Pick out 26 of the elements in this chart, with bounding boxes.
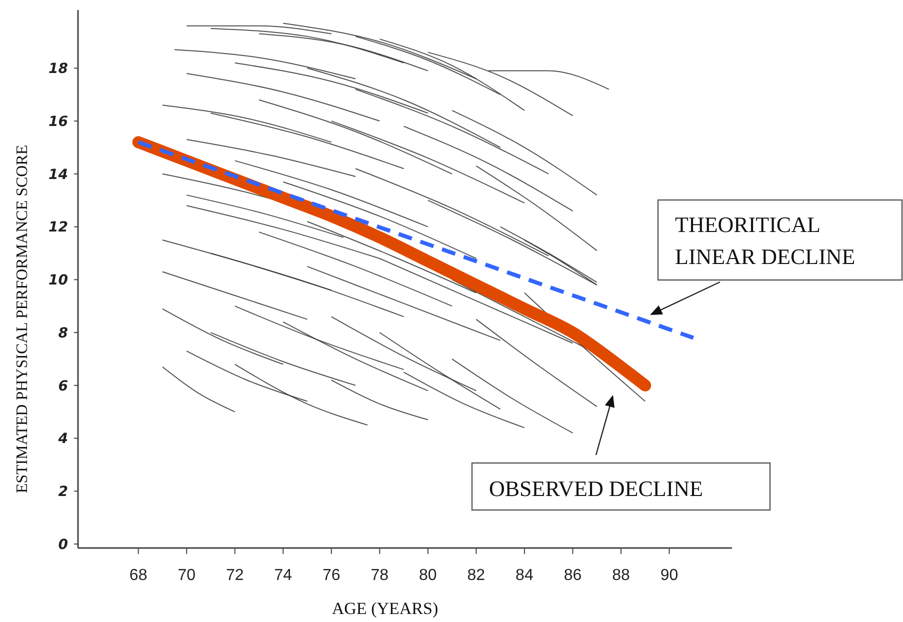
y-tick-label: 10: [48, 272, 68, 289]
y-tick-label: 16: [48, 114, 68, 130]
x-tick-label: 74: [274, 567, 292, 584]
y-tick-label: 6: [58, 378, 68, 394]
x-tick-label: 88: [612, 567, 630, 584]
y-axis-title: ESTIMATED PHYSICAL PERFORMANCE SCORE: [14, 144, 31, 494]
y-tick-label: 2: [58, 484, 68, 500]
y-tick-label: 14: [48, 166, 68, 183]
x-tick-label: 84: [516, 567, 534, 584]
y-tick-label: 18: [48, 61, 68, 78]
x-tick-label: 76: [322, 567, 340, 584]
y-tick-label: 8: [58, 325, 68, 342]
y-tick-label: 0: [58, 536, 68, 553]
x-axis-title: AGE (YEARS): [332, 599, 438, 618]
x-tick-label: 82: [467, 567, 486, 584]
annotation: OBSERVED DECLINE: [489, 476, 703, 501]
x-tick-label: 90: [660, 567, 678, 584]
annotation: THEORITICAL LINEAR DECLINE: [675, 212, 856, 269]
x-tick-label: 86: [564, 567, 582, 584]
x-tick-label: 68: [129, 567, 148, 584]
x-tick-label: 70: [178, 567, 196, 584]
x-tick-label: 78: [370, 567, 389, 584]
y-tick-label: 4: [57, 431, 68, 448]
y-tick-label: 12: [48, 220, 68, 236]
x-tick-label: 80: [419, 567, 437, 584]
x-tick-label: 72: [226, 567, 244, 584]
